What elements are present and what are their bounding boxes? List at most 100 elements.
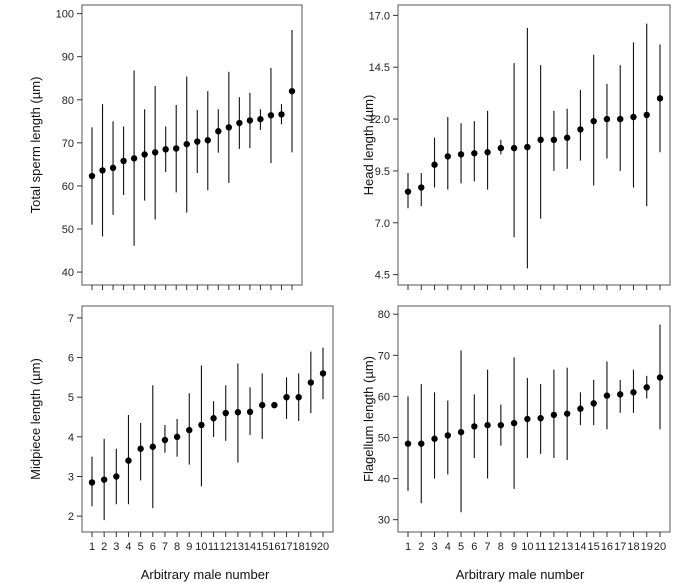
- mean-point: [643, 384, 650, 391]
- x-tick-label: 5: [138, 541, 144, 553]
- mean-point: [656, 374, 664, 381]
- mean-point: [120, 157, 127, 165]
- y-tick-label: 80: [62, 95, 74, 107]
- mean-point: [186, 426, 193, 434]
- x-tick-label: 17: [280, 541, 292, 553]
- x-tick-label: 7: [485, 541, 491, 553]
- mean-point: [484, 149, 491, 156]
- panel-head-length: 4.5 7.0 9.5 12.0 14.5 17.0 Head length (µm): [361, 4, 671, 290]
- mean-point: [162, 146, 169, 153]
- mean-point: [418, 440, 425, 447]
- mean-point: [246, 408, 254, 416]
- mean-point: [141, 151, 148, 158]
- mean-point: [471, 150, 478, 157]
- mean-point: [457, 428, 465, 436]
- y-tick-label: 70: [62, 138, 74, 150]
- y-tick-label: 50: [378, 432, 390, 444]
- mean-point: [550, 136, 558, 144]
- mean-point: [319, 370, 327, 377]
- y-tick-label: 9.5: [375, 166, 390, 178]
- x-tick-label: 8: [174, 541, 180, 553]
- mean-point: [524, 143, 531, 151]
- mean-point: [630, 389, 637, 396]
- y-tick-label: 30: [378, 515, 390, 527]
- mean-point: [563, 134, 571, 141]
- x-tick-label: 14: [574, 541, 586, 553]
- y-axis-title: Total sperm length (µm): [28, 77, 43, 214]
- y-tick-label: 60: [378, 391, 390, 403]
- mean-point: [577, 405, 584, 412]
- mean-point: [497, 421, 505, 429]
- y-tick-label: 3: [68, 471, 74, 483]
- x-axis-title-right: Arbitrary male number: [456, 567, 585, 582]
- mean-point: [617, 115, 624, 123]
- y-tick-label: 7: [68, 313, 74, 325]
- mean-point: [210, 415, 217, 422]
- x-tick-label: 12: [548, 541, 560, 553]
- mean-point: [295, 393, 302, 401]
- mean-point: [109, 164, 117, 172]
- mean-point: [225, 124, 233, 131]
- mean-point: [257, 115, 264, 123]
- mean-point: [307, 379, 315, 386]
- x-tick-label: 9: [511, 541, 517, 553]
- x-axis-title-left: Arbitrary male number: [141, 567, 270, 582]
- y-tick-label: 90: [62, 52, 74, 64]
- mean-point: [577, 126, 584, 133]
- mean-point: [161, 436, 169, 444]
- plot-frame: [397, 4, 671, 286]
- x-tick-label: 2: [418, 541, 424, 553]
- y-tick-label: 4.5: [375, 270, 390, 282]
- mean-point: [444, 432, 451, 439]
- mean-point: [497, 144, 505, 152]
- mean-point: [404, 440, 412, 447]
- y-tick-label: 70: [378, 350, 390, 362]
- x-tick-label: 9: [186, 541, 192, 553]
- y-tick-label: 100: [56, 9, 74, 21]
- x-tick-label: 18: [627, 541, 639, 553]
- y-tick-label: 80: [378, 309, 390, 321]
- x-tick-label: 3: [431, 541, 437, 553]
- x-tick-label: 11: [535, 541, 546, 553]
- x-tick-label: 1: [405, 541, 411, 553]
- mean-point: [524, 415, 531, 423]
- y-tick-label: 7.0: [375, 218, 390, 230]
- x-tick-label: 1: [89, 541, 95, 553]
- mean-point: [537, 136, 544, 144]
- y-axis-title: Flagellum length (µm): [361, 356, 376, 482]
- mean-point: [603, 115, 611, 123]
- y-tick-label: 60: [62, 181, 74, 193]
- mean-point: [288, 87, 296, 95]
- mean-point: [234, 409, 242, 416]
- mean-point: [215, 128, 222, 135]
- mean-point: [88, 172, 96, 180]
- mean-point: [590, 117, 597, 125]
- mean-point: [431, 435, 438, 442]
- x-tick-label: 12: [220, 541, 232, 553]
- x-tick-label: 17: [614, 541, 626, 553]
- mean-point: [278, 111, 285, 118]
- y-tick-label: 17.0: [369, 10, 390, 22]
- mean-point: [537, 414, 544, 422]
- mean-point: [550, 411, 558, 419]
- mean-point: [590, 400, 597, 407]
- mean-point: [151, 149, 159, 156]
- x-tick-label: 6: [471, 541, 477, 553]
- x-tick-label: 18: [293, 541, 305, 553]
- x-tick-label: 15: [588, 541, 600, 553]
- mean-point: [271, 401, 278, 409]
- mean-point: [173, 433, 181, 441]
- y-axis-title: Midpiece length (µm): [28, 358, 43, 480]
- mean-point: [173, 145, 180, 152]
- x-tick-label: 4: [125, 541, 131, 553]
- mean-point: [656, 95, 664, 102]
- mean-point: [404, 188, 412, 195]
- mean-point: [510, 419, 518, 427]
- mean-point: [204, 137, 211, 144]
- mean-point: [563, 410, 571, 417]
- x-tick-label: 14: [244, 541, 256, 553]
- mean-point: [125, 457, 132, 464]
- plot-frame: [81, 4, 303, 286]
- x-tick-label: 10: [521, 541, 533, 553]
